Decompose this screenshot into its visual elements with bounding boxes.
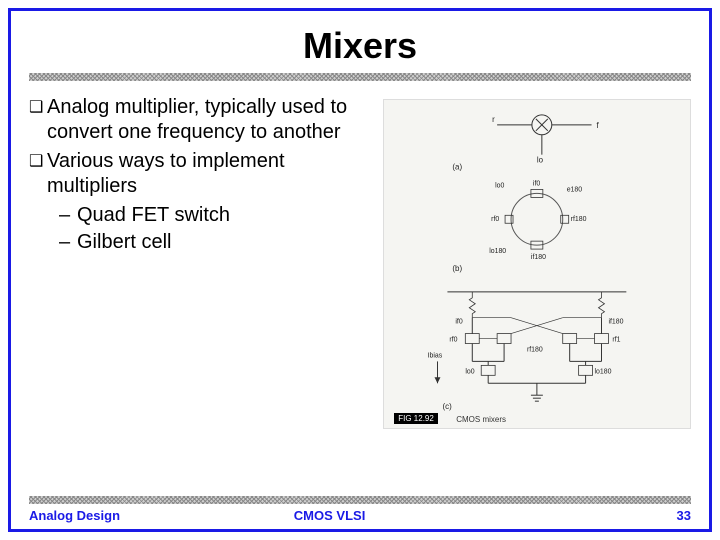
- fig-label: r: [492, 115, 495, 124]
- fig-label: rf1: [613, 337, 621, 344]
- fig-label: lo: [537, 156, 544, 165]
- bullet-list: ❑ Analog multiplier, typically used to c…: [29, 95, 373, 496]
- figure-column: r f lo (a) lo0 if0 e180: [383, 95, 691, 496]
- fig-label: f: [597, 121, 600, 130]
- fig-label: rf180: [571, 216, 587, 223]
- subfig-c: if0 if180 rf0: [428, 292, 627, 411]
- bullet-text: Various ways to implement multipliers: [47, 149, 373, 199]
- circuit-svg: r f lo (a) lo0 if0 e180: [384, 100, 690, 428]
- sub-bullet-text: Gilbert cell: [77, 230, 171, 255]
- bullet-marker-icon: ❑: [29, 95, 47, 145]
- slide-frame: Mixers ❑ Analog multiplier, typically us…: [8, 8, 712, 532]
- bullet-item: ❑ Various ways to implement multipliers: [29, 149, 373, 199]
- fig-label: rf0: [450, 337, 458, 344]
- sub-bullet-item: – Quad FET switch: [29, 203, 373, 228]
- divider-top: [29, 73, 691, 81]
- content-area: ❑ Analog multiplier, typically used to c…: [11, 81, 709, 496]
- subfig-b: lo0 if0 e180 rf0 rf180 lo180 if180 (b): [453, 180, 587, 272]
- fig-label: (c): [443, 402, 453, 411]
- fig-label: rf180: [527, 346, 543, 353]
- fig-label: if0: [456, 319, 463, 326]
- footer-left: Analog Design: [29, 508, 294, 523]
- fig-label: lo180: [595, 368, 612, 375]
- slide-title: Mixers: [11, 11, 709, 73]
- bullet-marker-icon: ❑: [29, 149, 47, 199]
- fig-label: rf0: [491, 216, 499, 223]
- footer-page-number: 33: [525, 508, 691, 523]
- subfig-a: r f lo (a): [453, 115, 600, 172]
- fig-label: e180: [567, 186, 583, 193]
- figure-caption-tag: FIG 12.92: [394, 413, 438, 424]
- fig-label: Ibias: [428, 352, 443, 359]
- divider-bottom: [29, 496, 691, 504]
- fig-label: lo0: [495, 182, 504, 189]
- footer: Analog Design CMOS VLSI 33: [11, 504, 709, 529]
- dash-marker-icon: –: [59, 203, 77, 228]
- circuit-figure: r f lo (a) lo0 if0 e180: [383, 99, 691, 429]
- sub-bullet-item: – Gilbert cell: [29, 230, 373, 255]
- bullet-text: Analog multiplier, typically used to con…: [47, 95, 373, 145]
- fig-label: lo0: [466, 368, 475, 375]
- bullet-item: ❑ Analog multiplier, typically used to c…: [29, 95, 373, 145]
- figure-caption-text: CMOS mixers: [456, 415, 506, 424]
- fig-label: if180: [609, 319, 624, 326]
- fig-label: if0: [533, 180, 540, 187]
- fig-label: (a): [453, 163, 463, 172]
- fig-label: lo180: [489, 248, 506, 255]
- dash-marker-icon: –: [59, 230, 77, 255]
- footer-center: CMOS VLSI: [294, 508, 526, 523]
- fig-label: if180: [531, 254, 546, 261]
- fig-label: (b): [453, 264, 463, 273]
- sub-bullet-text: Quad FET switch: [77, 203, 230, 228]
